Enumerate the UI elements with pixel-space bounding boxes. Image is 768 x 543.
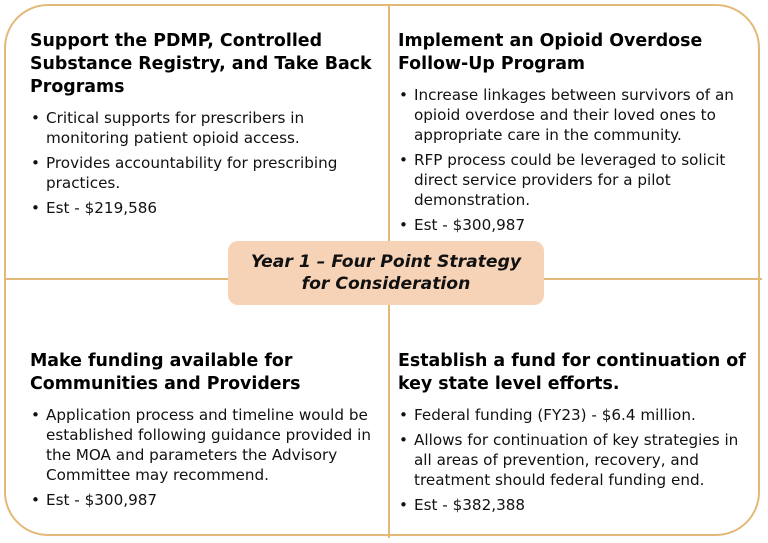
quadrant-title: Implement an Opioid Overdose Follow-Up P…	[398, 31, 703, 74]
bullet-icon: •	[399, 406, 408, 424]
center-strategy-label: Year 1 – Four Point Strategy for Conside…	[228, 241, 544, 305]
bullet-icon: •	[31, 491, 40, 509]
bullet-list: • Federal funding (FY23) - $6.4 million. …	[398, 405, 750, 515]
bullet-icon: •	[399, 151, 408, 169]
list-item: • Application process and timeline would …	[31, 406, 371, 484]
list-item: • Increase linkages between survivors of …	[399, 86, 734, 144]
bullet-icon: •	[31, 199, 40, 217]
bullet-list: • Increase linkages between survivors of …	[398, 85, 750, 235]
quadrant-title: Support the PDMP, Controlled Substance R…	[30, 31, 372, 97]
bullet-icon: •	[31, 406, 40, 424]
list-item: • Federal funding (FY23) - $6.4 million.	[399, 406, 696, 424]
list-item: • Est - $300,987	[399, 216, 526, 234]
quadrant-title: Establish a fund for continuation of key…	[398, 351, 746, 394]
list-item: • Critical supports for prescribers in mo…	[31, 109, 305, 147]
bullet-icon: •	[31, 109, 40, 127]
quadrant-top-right: Implement an Opioid Overdose Follow-Up P…	[398, 30, 750, 240]
list-item: • Est - $300,987	[31, 491, 158, 509]
center-title: Year 1 – Four Point Strategy for Conside…	[250, 252, 522, 294]
quadrant-bottom-right: Establish a fund for continuation of key…	[398, 350, 750, 520]
bullet-list: • Application process and timeline would …	[30, 405, 380, 510]
bullet-icon: •	[31, 154, 40, 172]
bullet-list: • Critical supports for prescribers in mo…	[30, 108, 380, 218]
bullet-icon: •	[399, 496, 408, 514]
list-item: • Allows for continuation of key strategi…	[399, 431, 739, 489]
bullet-icon: •	[399, 216, 408, 234]
list-item: • Provides accountability for prescribing…	[31, 154, 338, 192]
bullet-icon: •	[399, 86, 408, 104]
quadrant-bottom-left: Make funding available for Communities a…	[30, 350, 380, 515]
list-item: • Est - $219,586	[31, 199, 158, 217]
bullet-icon: •	[399, 431, 408, 449]
list-item: • RFP process could be leveraged to solic…	[399, 151, 726, 209]
list-item: • Est - $382,388	[399, 496, 526, 514]
quadrant-title: Make funding available for Communities a…	[30, 351, 301, 394]
quadrant-top-left: Support the PDMP, Controlled Substance R…	[30, 30, 380, 223]
